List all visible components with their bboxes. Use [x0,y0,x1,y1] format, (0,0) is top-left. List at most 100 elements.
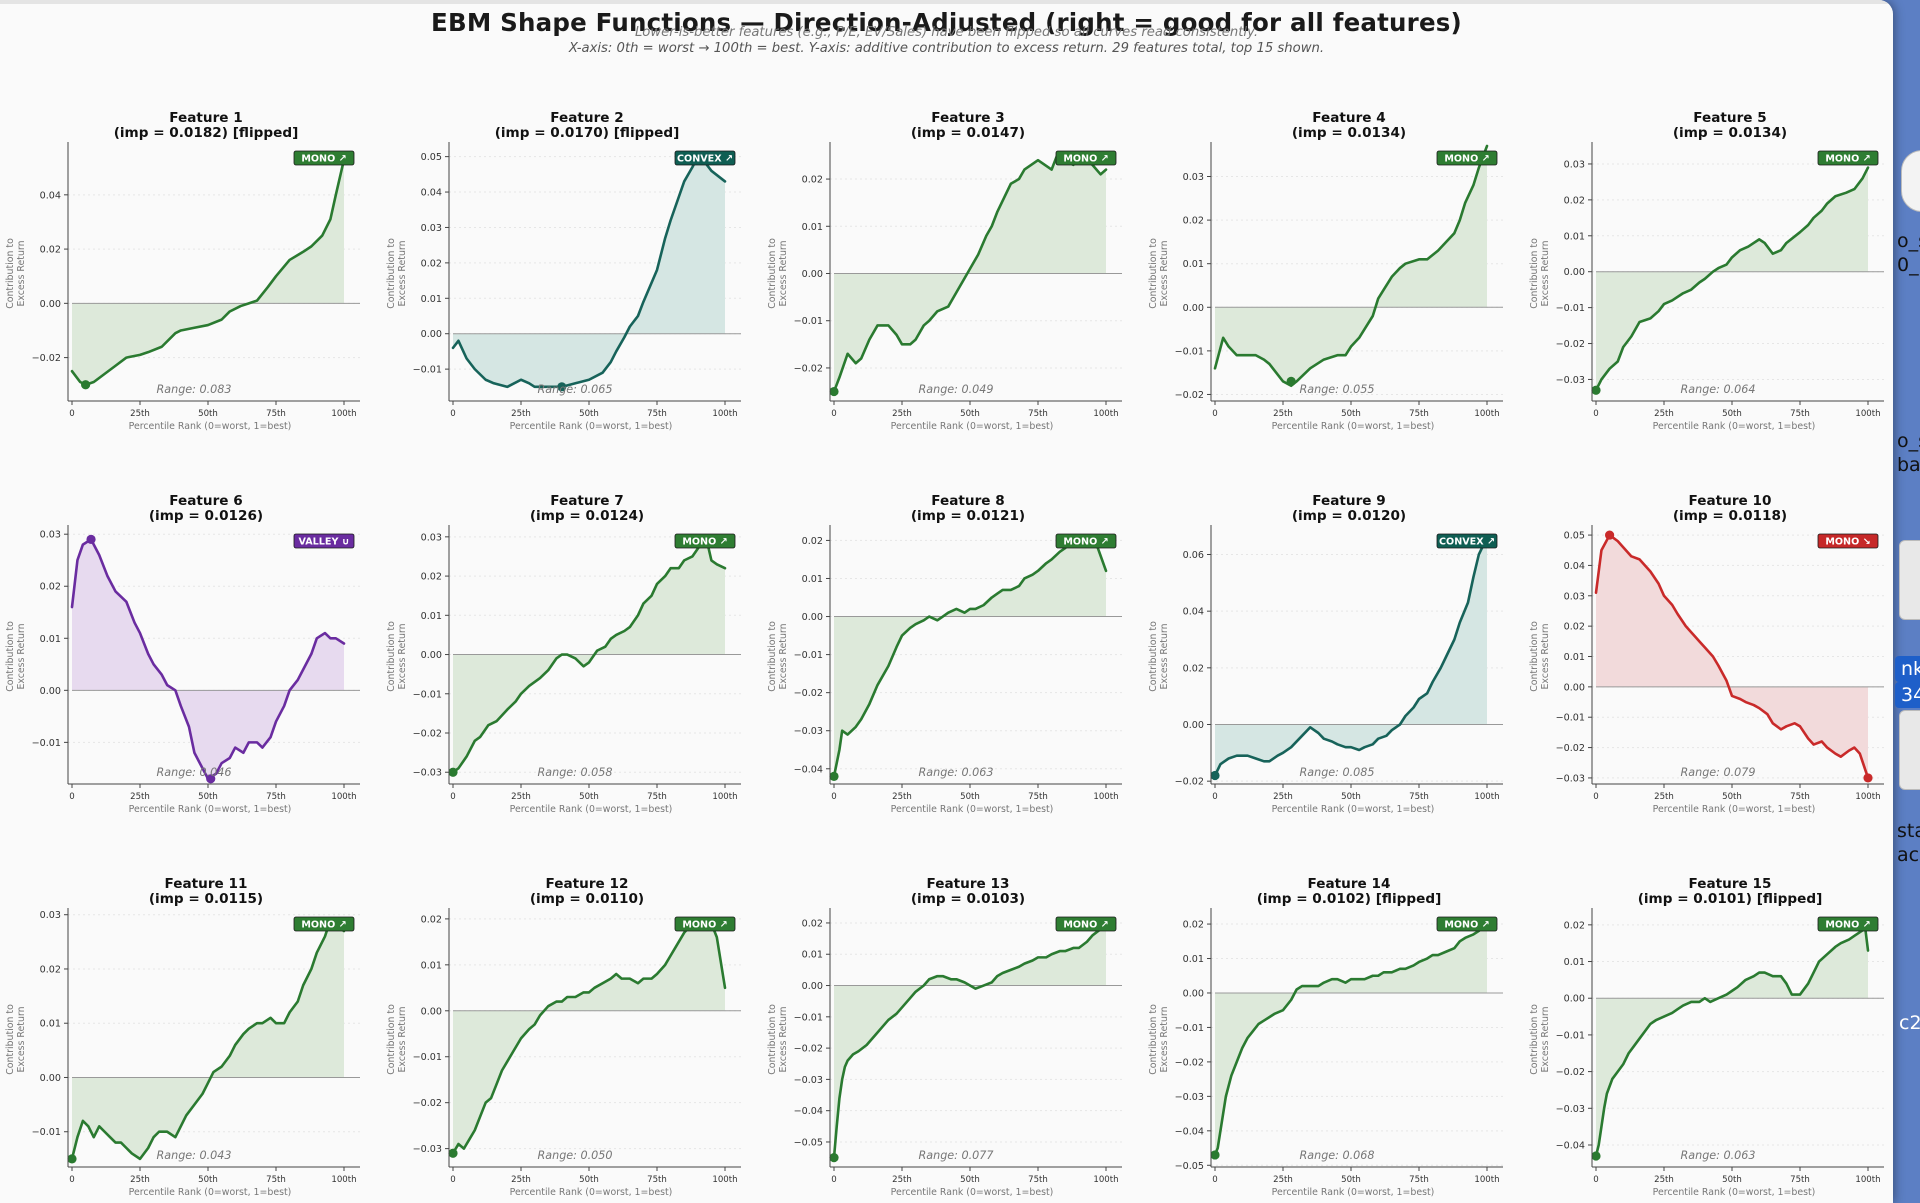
chart-panel-6: Feature 6(imp = 0.0126) −0.01 0.00 0.01 0.02… [5,493,360,815]
x-axis-label: Percentile Rank (0=worst, 1=best) [510,804,673,815]
y-tick-label: 0.00 [1564,994,1585,1005]
y-axis-label: Contribution toExcess Return [1148,1004,1170,1075]
side-selected-label-1[interactable]: nk [1895,656,1920,682]
extreme-point-marker [448,767,458,777]
y-tick-label: 0.01 [40,634,61,645]
x-tick-label: 75th [266,1175,286,1185]
chart-panel-10: Feature 10(imp = 0.0118) −0.03 −0.02 −0.01 0… [1529,493,1884,815]
x-tick-label: 100th [712,792,737,802]
x-tick-label: 50th [960,792,980,802]
range-label: Range: 0.046 [156,766,231,779]
x-tick-label: 50th [1722,792,1742,802]
shape-badge [1817,533,1879,549]
x-tick-label: 50th [1722,409,1742,419]
x-tick-label: 25th [511,1175,531,1185]
y-tick-label: −0.03 [413,768,442,779]
y-tick-label: −0.02 [413,1098,442,1109]
x-tick-label: 0 [450,792,455,802]
y-tick-label: 0.04 [1564,561,1585,572]
x-tick-label: 75th [1790,1175,1810,1185]
x-tick-label: 75th [647,792,667,802]
side-circle-icon [1901,150,1920,212]
range-label: Range: 0.085 [1299,766,1374,779]
shape-badge [674,533,736,549]
y-tick-label: 0.00 [802,612,823,623]
shape-curve [832,535,1108,778]
y-tick-label: −0.01 [32,738,61,749]
panel-subtitle: (imp = 0.0102) [flipped] [1257,891,1442,907]
y-tick-label: 0.02 [1564,195,1585,206]
shape-curve [1213,144,1489,388]
x-tick-label: 50th [1722,1175,1742,1185]
y-tick-label: 0.01 [421,294,442,305]
area-fill [1215,920,1487,1155]
y-tick-label: −0.02 [1556,1067,1585,1078]
x-tick-label: 0 [69,409,74,419]
y-tick-label: 0.02 [802,918,823,929]
side-text-3: o_s [1897,430,1920,452]
y-tick-label: −0.03 [1175,1092,1204,1103]
x-tick-label: 100th [1474,1175,1499,1185]
y-tick-label: 0.02 [802,536,823,547]
area-fill [1215,146,1487,386]
panel-subtitle: (imp = 0.0126) [149,508,263,524]
y-tick-label: 0.03 [40,530,61,541]
chart-panel-11: Feature 11(imp = 0.0115) −0.01 0.00 0.01 0.0… [5,876,360,1198]
y-tick-label: −0.01 [1556,713,1585,724]
panel-subtitle: (imp = 0.0118) [1673,508,1787,524]
x-axis-label: Percentile Rank (0=worst, 1=best) [1272,421,1435,432]
y-tick-label: −0.01 [1175,346,1204,357]
y-axis-label: Contribution toExcess Return [1529,621,1551,692]
y-tick-label: 0.05 [421,152,442,163]
y-tick-label: 0.02 [40,964,61,975]
side-text-1: o_s [1897,230,1920,252]
y-tick-label: −0.02 [1556,339,1585,350]
x-tick-label: 75th [1028,409,1048,419]
chart-panel-1: Feature 1(imp = 0.0182) [flipped] −0.02 0.… [5,110,360,432]
extreme-point-marker [206,774,216,784]
figure-subtitle-2: X-axis: 0th = worst → 100th = best. Y-ax… [568,41,1325,56]
range-label: Range: 0.083 [156,383,231,396]
x-tick-label: 25th [892,409,912,419]
y-tick-label: 0.02 [1564,622,1585,633]
y-tick-label: −0.01 [794,316,823,327]
side-file-card-2[interactable] [1899,710,1920,790]
x-tick-label: 100th [1474,792,1499,802]
y-tick-label: −0.05 [794,1137,823,1148]
x-tick-label: 50th [579,409,599,419]
chart-panel-4: Feature 4(imp = 0.0134) −0.02 −0.01 0.00 0.0… [1148,110,1503,432]
extreme-point-marker [448,1148,458,1158]
y-tick-label: 0.00 [40,686,61,697]
x-axis-label: Percentile Rank (0=worst, 1=best) [129,421,292,432]
figure-subtitle-1: Lower-is-better features (e.g., P/E, EV/… [634,25,1259,40]
side-file-card-1[interactable] [1899,540,1920,620]
y-tick-label: −0.04 [794,764,823,775]
y-tick-label: 0.00 [40,1073,61,1084]
panel-subtitle: (imp = 0.0120) [1292,508,1406,524]
y-tick-label: −0.03 [413,1144,442,1155]
extreme-point-marker [829,386,839,397]
y-tick-label: −0.03 [1556,1104,1585,1115]
x-tick-label: 100th [712,1175,737,1185]
chart-panel-14: Feature 14(imp = 0.0102) [flipped] −0.05 −… [1148,876,1503,1198]
panel-subtitle: (imp = 0.0182) [flipped] [114,125,299,141]
x-tick-label: 100th [1093,792,1118,802]
x-tick-label: 0 [450,1175,455,1185]
chart-panel-13: Feature 13(imp = 0.0103) −0.05 −0.04 −0.03 −… [767,876,1122,1198]
shape-badge-label: MONO ↗ [1063,920,1108,931]
y-tick-label: 0.01 [40,1019,61,1030]
y-tick-label: 0.02 [40,245,61,256]
y-tick-label: 0.04 [1183,607,1204,618]
x-tick-label: 25th [130,792,150,802]
range-label: Range: 0.063 [1680,1149,1755,1162]
chart-panel-15: Feature 15(imp = 0.0101) [flipped] −0.04 −… [1529,876,1884,1198]
shape-badge-label: MONO ↗ [682,537,727,548]
x-tick-label: 100th [1855,1175,1880,1185]
x-tick-label: 25th [892,1175,912,1185]
x-tick-label: 50th [579,1175,599,1185]
y-tick-label: 0.02 [1183,216,1204,227]
panel-title: Feature 2 [550,110,623,126]
side-selected-label-2[interactable]: 34 [1895,682,1920,708]
shape-curve [1213,919,1489,1157]
y-tick-label: −0.04 [794,1106,823,1117]
